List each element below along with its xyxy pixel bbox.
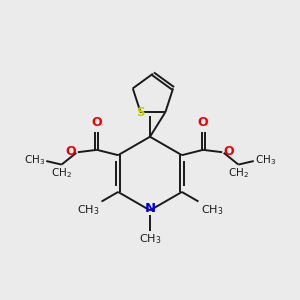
Text: O: O <box>224 145 234 158</box>
Text: S: S <box>136 106 145 118</box>
Text: CH$_3$: CH$_3$ <box>201 203 223 217</box>
Text: N: N <box>144 202 156 215</box>
Text: CH$_2$: CH$_2$ <box>51 166 72 180</box>
Text: CH$_2$: CH$_2$ <box>228 166 249 180</box>
Text: CH$_3$: CH$_3$ <box>77 203 99 217</box>
Text: O: O <box>66 145 76 158</box>
Text: O: O <box>92 116 102 129</box>
Text: CH$_3$: CH$_3$ <box>139 232 161 246</box>
Text: CH$_3$: CH$_3$ <box>24 154 45 167</box>
Text: CH$_3$: CH$_3$ <box>255 154 276 167</box>
Text: O: O <box>198 116 208 129</box>
